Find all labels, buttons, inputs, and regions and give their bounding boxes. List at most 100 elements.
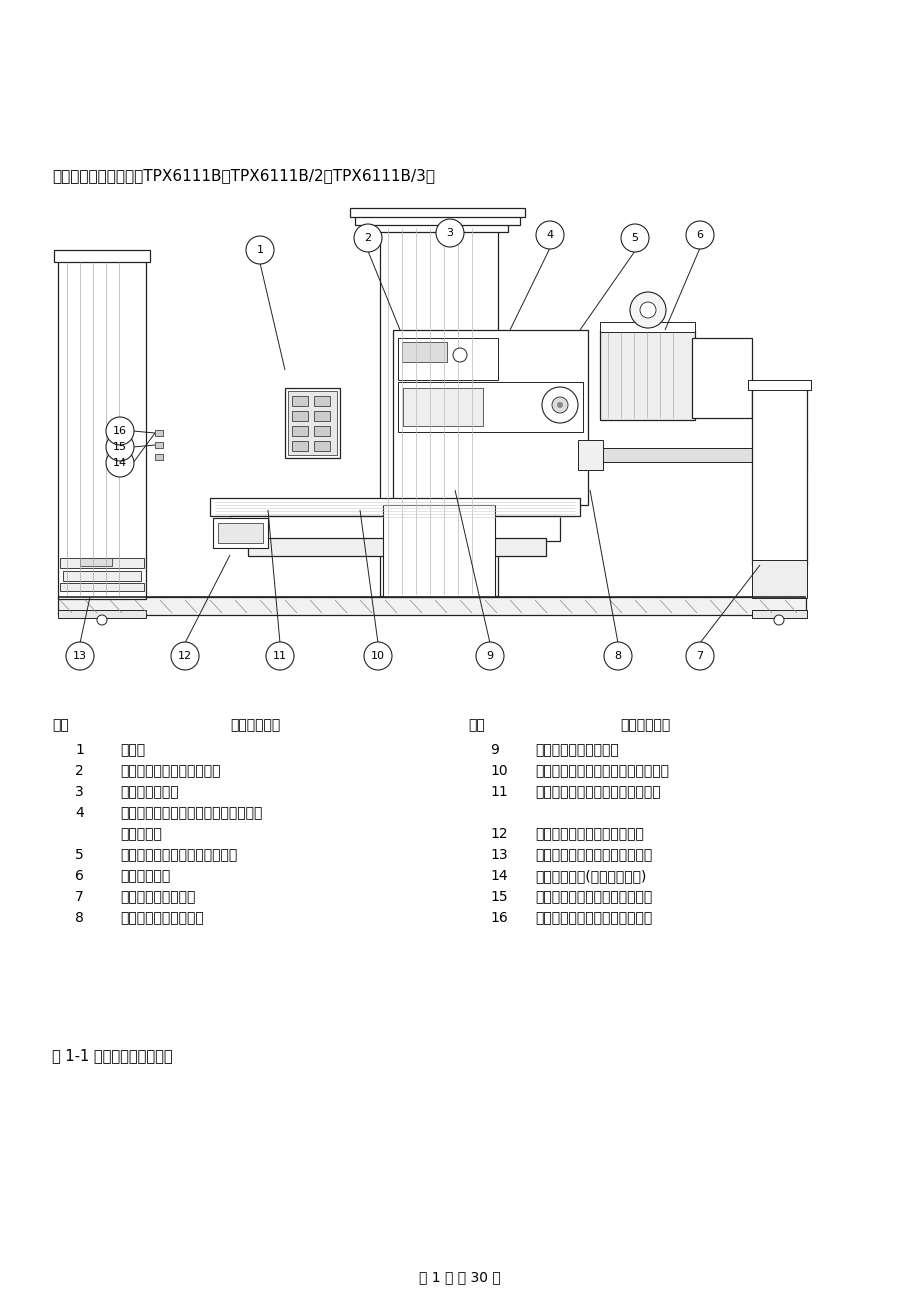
Bar — [58, 598, 805, 615]
Text: 14: 14 — [113, 458, 127, 467]
Circle shape — [354, 224, 381, 253]
Circle shape — [96, 615, 107, 625]
Text: 正、反进给手柄: 正、反进给手柄 — [119, 785, 178, 799]
Bar — [313, 441, 330, 450]
Text: 10: 10 — [370, 651, 384, 661]
Bar — [403, 388, 482, 426]
Text: 进给运动变速转阀手柄: 进给运动变速转阀手柄 — [119, 911, 203, 924]
Bar — [248, 538, 545, 556]
Text: 12: 12 — [177, 651, 192, 661]
Circle shape — [620, 224, 648, 253]
Bar — [80, 559, 112, 566]
Text: 15: 15 — [113, 441, 127, 452]
Bar — [54, 250, 150, 262]
Text: 刀具夹紧按鈕（带自动拉刀用）: 刀具夹紧按鈕（带自动拉刀用） — [535, 911, 652, 924]
Circle shape — [686, 221, 713, 249]
Circle shape — [475, 642, 504, 671]
Text: 3: 3 — [446, 228, 453, 238]
Bar — [210, 497, 579, 516]
Bar — [154, 441, 163, 448]
Bar — [213, 518, 267, 548]
Bar — [577, 440, 602, 470]
Bar — [349, 208, 525, 217]
Text: 后立柱手动纵向及支架升降手柄孔: 后立柱手动纵向及支架升降手柄孔 — [535, 785, 660, 799]
Circle shape — [106, 449, 134, 477]
Bar — [285, 388, 340, 458]
Bar — [291, 441, 308, 450]
Bar — [398, 381, 583, 432]
Text: 13: 13 — [490, 848, 507, 862]
Text: 主轴或平旋盘滑块运动分配手柄: 主轴或平旋盘滑块运动分配手柄 — [119, 848, 237, 862]
Text: 主轴筱手大动升降手柄: 主轴筱手大动升降手柄 — [535, 743, 618, 756]
Bar — [691, 339, 751, 418]
Circle shape — [266, 642, 294, 671]
Text: 14: 14 — [490, 868, 507, 883]
Bar — [58, 256, 146, 599]
Text: 工作台手大动纵、横向及回转手柄孔: 工作台手大动纵、横向及回转手柄孔 — [535, 764, 668, 779]
Text: 11: 11 — [273, 651, 287, 661]
Bar — [355, 214, 519, 225]
Text: 操纵机构名称: 操纵机构名称 — [619, 717, 670, 732]
Circle shape — [106, 417, 134, 445]
Text: 操纵机构名称: 操纵机构名称 — [230, 717, 280, 732]
Text: 16: 16 — [113, 426, 127, 436]
Text: 后立柱夹紧点（前后各一点）: 后立柱夹紧点（前后各一点） — [535, 827, 643, 841]
Bar — [288, 391, 336, 454]
Circle shape — [541, 387, 577, 423]
Bar — [60, 559, 144, 568]
Text: 按鈕站: 按鈕站 — [119, 743, 145, 756]
Text: 第 1 页 共 30 页: 第 1 页 共 30 页 — [419, 1269, 500, 1284]
Text: 5: 5 — [75, 848, 84, 862]
Circle shape — [536, 221, 563, 249]
Circle shape — [245, 236, 274, 264]
Circle shape — [66, 642, 94, 671]
Text: 8: 8 — [75, 911, 84, 924]
Text: 1: 1 — [75, 743, 84, 756]
Bar — [60, 583, 144, 591]
Bar — [398, 339, 497, 380]
Circle shape — [773, 615, 783, 625]
Text: 4: 4 — [546, 230, 553, 240]
Bar — [751, 611, 806, 618]
Bar — [291, 396, 308, 406]
Text: 2: 2 — [75, 764, 84, 779]
Text: 13: 13 — [73, 651, 87, 661]
Bar — [291, 411, 308, 421]
Text: 7: 7 — [75, 891, 84, 904]
Bar — [313, 396, 330, 406]
Bar — [599, 329, 694, 421]
Text: 平旋盘回转结合、脱开手柄: 平旋盘回转结合、脱开手柄 — [119, 764, 221, 779]
Bar — [313, 411, 330, 421]
Circle shape — [686, 642, 713, 671]
Circle shape — [640, 302, 655, 318]
Bar — [291, 426, 308, 436]
Bar — [784, 440, 806, 470]
Bar — [402, 342, 447, 362]
Bar — [218, 523, 263, 543]
Circle shape — [630, 292, 665, 328]
Bar — [369, 220, 507, 232]
Text: 9: 9 — [486, 651, 493, 661]
Bar — [62, 572, 141, 581]
Bar — [230, 516, 560, 542]
Circle shape — [556, 402, 562, 408]
Text: 12: 12 — [490, 827, 507, 841]
Bar — [380, 227, 497, 596]
Bar — [382, 505, 494, 598]
Circle shape — [171, 642, 199, 671]
Circle shape — [436, 219, 463, 247]
Circle shape — [106, 434, 134, 461]
Bar — [747, 380, 811, 391]
Text: 6: 6 — [696, 230, 703, 240]
Text: 8: 8 — [614, 651, 621, 661]
Bar — [58, 611, 146, 618]
Text: 11: 11 — [490, 785, 507, 799]
Text: 动分配手柄: 动分配手柄 — [119, 827, 162, 841]
Text: 一、机床的操纵说明（TPX6111B、TPX6111B/2、TPX6111B/3）: 一、机床的操纵说明（TPX6111B、TPX6111B/2、TPX6111B/3… — [52, 168, 435, 184]
Text: 5: 5 — [630, 233, 638, 243]
Circle shape — [604, 642, 631, 671]
Bar — [313, 426, 330, 436]
Text: 机床急停按鈕(带自动拉刀用): 机床急停按鈕(带自动拉刀用) — [535, 868, 646, 883]
Text: 序号: 序号 — [52, 717, 69, 732]
Bar — [154, 454, 163, 460]
